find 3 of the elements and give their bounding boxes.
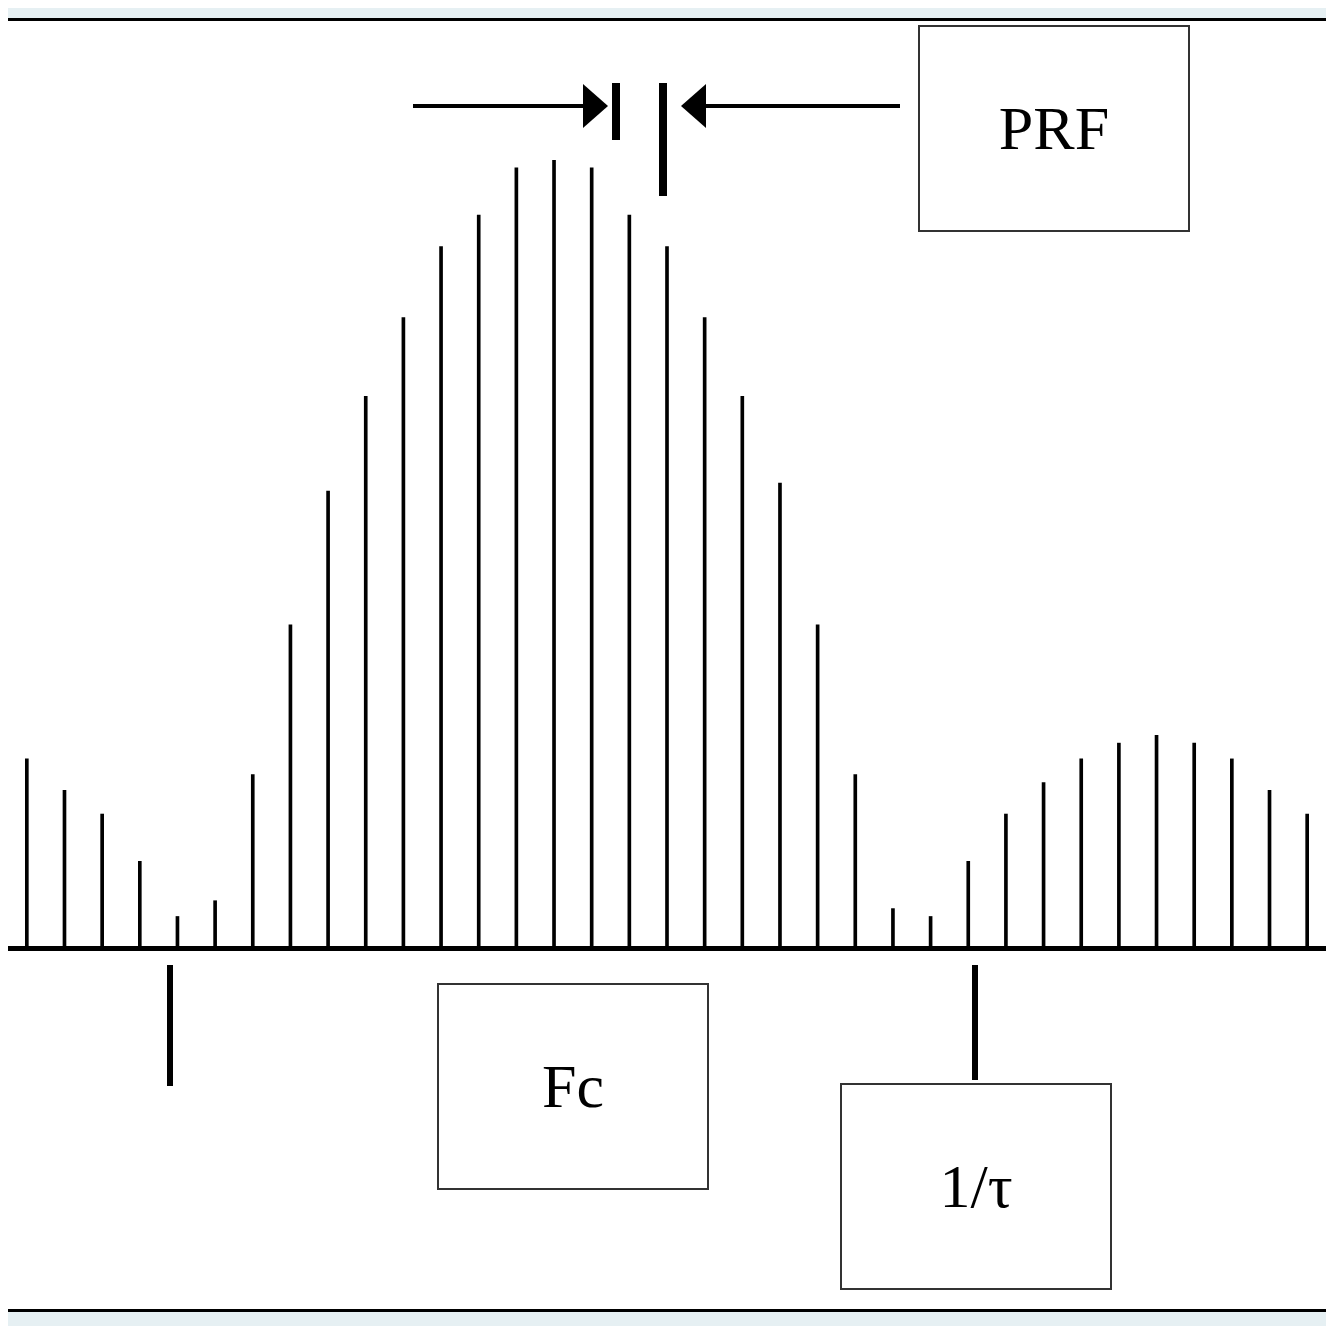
text: 1/τ (840, 1083, 1112, 1290)
annotation: PRF (918, 25, 1190, 232)
text: Fc (437, 983, 709, 1190)
